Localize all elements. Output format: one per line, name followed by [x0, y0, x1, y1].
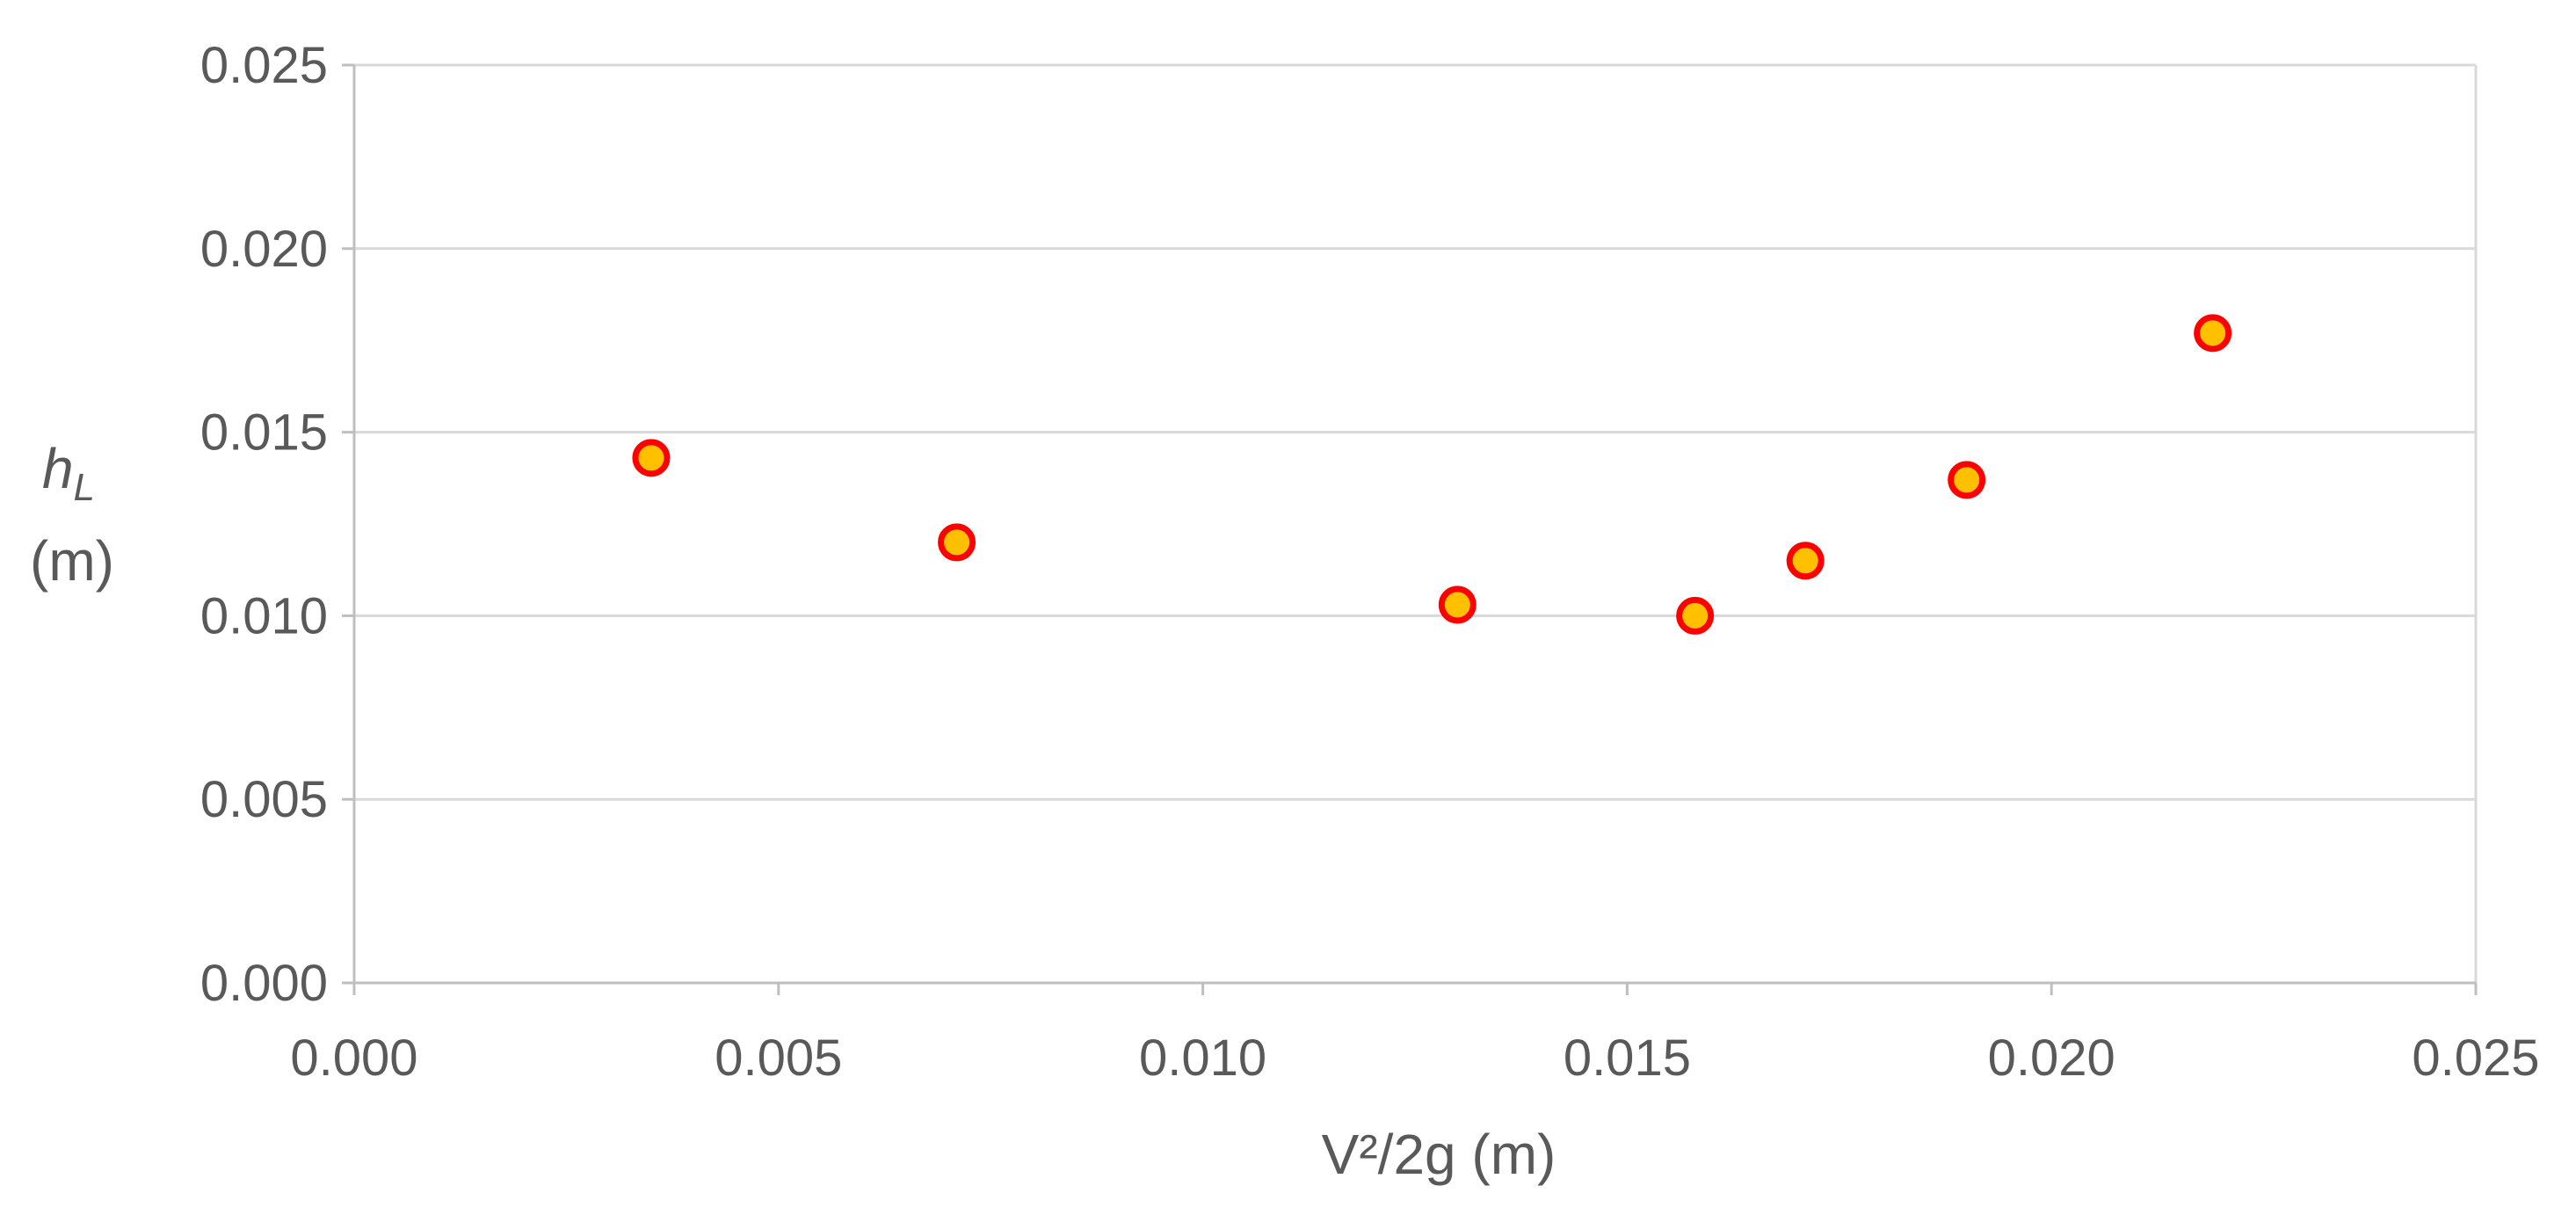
gridlines: [354, 63, 2478, 983]
y-axis-title-main: h: [42, 437, 74, 500]
data-point: [2194, 314, 2232, 353]
y-tick-labels: 0.000 0.005 0.010 0.015 0.020 0.025: [200, 37, 328, 1012]
y-tick-label: 0.005: [200, 771, 328, 828]
y-tick-label: 0.000: [200, 955, 328, 1012]
x-tick-label: 0.020: [1988, 1029, 2115, 1087]
x-tick-label: 0.015: [1564, 1029, 1691, 1087]
x-tick-label: 0.010: [1139, 1029, 1266, 1087]
x-tick-labels: 0.000 0.005 0.010 0.015 0.020 0.025: [290, 1029, 2539, 1087]
y-tick-label: 0.010: [200, 587, 328, 644]
y-axis-unit: (m): [30, 529, 114, 593]
data-point: [938, 523, 976, 562]
y-axis-title: hL: [42, 437, 95, 509]
data-point: [1676, 596, 1715, 635]
x-tick-label: 0.025: [2412, 1029, 2539, 1087]
axes: [342, 63, 2478, 995]
y-tick-label: 0.015: [200, 404, 328, 462]
data-point: [1786, 542, 1825, 580]
data-point: [1438, 586, 1477, 624]
data-points: [632, 314, 2232, 635]
x-axis-title: V²/2g (m): [1322, 1123, 1556, 1186]
y-axis-title-sub: L: [74, 466, 95, 509]
x-tick-label: 0.000: [290, 1029, 417, 1087]
y-tick-label: 0.020: [200, 221, 328, 278]
y-tick-label: 0.025: [200, 37, 328, 94]
data-point: [632, 439, 671, 477]
data-point: [1948, 461, 1986, 499]
x-tick-label: 0.005: [715, 1029, 842, 1087]
